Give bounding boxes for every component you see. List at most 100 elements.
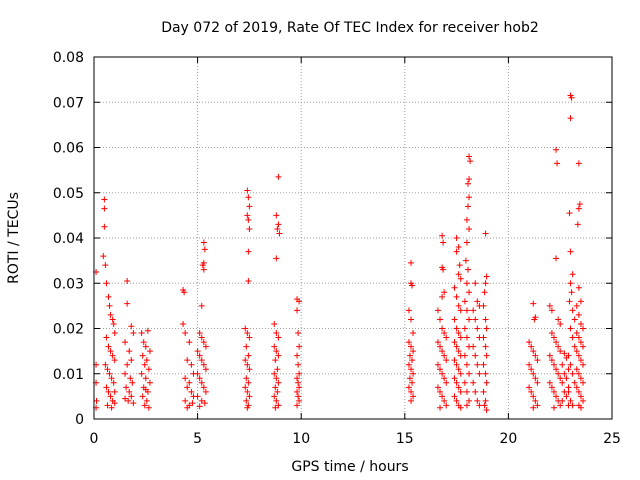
data-point: [410, 330, 417, 337]
data-point: [295, 330, 302, 337]
data-point: [142, 386, 149, 393]
data-point: [455, 271, 462, 278]
data-point: [528, 388, 535, 395]
data-point: [557, 348, 564, 355]
data-point: [439, 293, 446, 300]
data-point: [272, 357, 279, 364]
data-point: [559, 361, 566, 368]
data-point: [271, 370, 278, 377]
x-tick-label: 5: [193, 431, 202, 447]
x-axis-label: GPS time / hours: [291, 459, 408, 475]
data-point: [453, 293, 460, 300]
data-point: [453, 343, 460, 350]
data-point: [576, 201, 583, 208]
data-point: [126, 348, 133, 355]
data-point: [243, 397, 250, 404]
data-point: [553, 146, 560, 153]
data-point: [457, 388, 464, 395]
data-point: [555, 343, 562, 350]
data-point: [575, 334, 582, 341]
data-point: [482, 397, 489, 404]
data-point: [457, 275, 464, 282]
data-point: [273, 330, 280, 337]
data-point: [127, 375, 134, 382]
data-point: [128, 323, 135, 330]
data-point: [457, 334, 464, 341]
data-point: [453, 235, 460, 241]
data-point: [109, 316, 116, 323]
data-point: [129, 379, 136, 386]
data-point: [200, 266, 207, 273]
data-point: [296, 384, 303, 391]
data-point: [296, 298, 303, 305]
data-point: [271, 343, 278, 350]
data-point: [463, 388, 470, 395]
data-point: [439, 325, 446, 332]
data-point: [275, 173, 282, 180]
data-point: [472, 316, 479, 323]
data-point: [530, 370, 537, 377]
data-point: [568, 94, 575, 101]
data-point: [198, 357, 205, 364]
data-point: [456, 262, 463, 269]
data-point: [567, 361, 574, 368]
chart-title: Day 072 of 2019, Rate Of TEC Index for r…: [161, 20, 539, 36]
data-point: [481, 402, 488, 409]
data-point: [244, 330, 251, 337]
data-point: [410, 393, 417, 400]
data-point: [272, 384, 279, 391]
data-point: [111, 330, 118, 337]
data-point: [107, 311, 114, 318]
data-point: [139, 352, 146, 359]
data-point: [196, 375, 203, 382]
data-point: [455, 244, 462, 251]
data-point: [296, 343, 303, 350]
data-point: [573, 330, 580, 337]
data-point: [107, 393, 114, 400]
data-point: [275, 334, 282, 341]
data-point: [569, 402, 576, 409]
data-point: [443, 379, 450, 386]
data-point: [550, 361, 557, 368]
y-tick-label: 0.03: [53, 276, 84, 292]
data-point: [146, 379, 153, 386]
data-point: [546, 352, 553, 359]
data-point: [434, 361, 441, 368]
data-point: [105, 343, 112, 350]
data-point: [243, 375, 250, 382]
data-point: [443, 357, 450, 364]
data-point: [194, 348, 201, 355]
data-point: [124, 361, 131, 368]
data-point: [106, 370, 113, 377]
y-tick-label: 0.02: [53, 322, 84, 338]
y-tick-label: 0.07: [53, 95, 84, 111]
data-point: [451, 393, 458, 400]
data-point: [244, 404, 251, 411]
data-point: [577, 339, 584, 346]
data-point: [189, 400, 196, 407]
y-tick-label: 0: [75, 412, 84, 428]
data-point: [106, 302, 113, 309]
data-point: [577, 320, 584, 327]
data-point: [455, 330, 462, 337]
data-point: [482, 370, 489, 377]
data-point: [109, 352, 116, 359]
data-point: [122, 395, 129, 402]
data-point: [441, 375, 448, 382]
data-point: [474, 325, 481, 332]
data-point: [571, 343, 578, 350]
data-point: [245, 379, 252, 386]
x-tick-label: 10: [292, 431, 310, 447]
data-point: [579, 379, 586, 386]
data-point: [480, 302, 487, 309]
data-point: [483, 325, 490, 332]
data-point: [108, 375, 115, 382]
data-point: [194, 393, 201, 400]
data-point: [550, 404, 557, 411]
y-tick-label: 0.04: [53, 231, 84, 247]
data-point: [474, 397, 481, 404]
data-point: [198, 334, 205, 341]
data-point: [274, 366, 281, 373]
data-point: [555, 370, 562, 377]
data-point: [579, 343, 586, 350]
